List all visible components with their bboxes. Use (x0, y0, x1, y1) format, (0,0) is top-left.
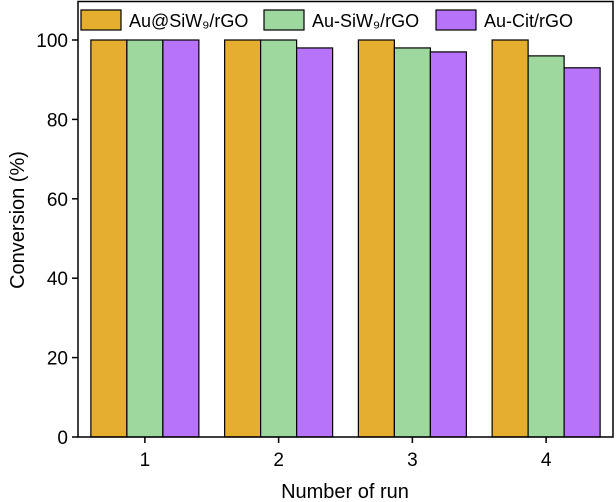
bar-1-3 (357, 39, 395, 438)
y-tick-label: 80 (47, 110, 68, 131)
legend-label: Au@SiW₉/rGO (129, 11, 248, 31)
x-tick-label: 4 (541, 450, 552, 471)
y-tick-label: 100 (36, 31, 68, 52)
x-tick-label: 1 (140, 450, 151, 471)
y-tick-label: 20 (47, 349, 68, 370)
y-axis: 0 20 40 60 80 100 (36, 31, 78, 449)
legend: Au@SiW₉/rGO Au-SiW₉/rGO Au-Cit/rGO (80, 9, 573, 31)
x-tick-label: 2 (273, 450, 284, 471)
bar-3-3 (429, 51, 467, 438)
legend-swatch (435, 9, 477, 31)
legend-swatch (80, 9, 122, 31)
plot-frame (77, 0, 614, 438)
bar-1-2 (224, 39, 262, 438)
bar-2-3 (393, 47, 431, 438)
bar-1-1 (90, 39, 128, 438)
bar-3-1 (162, 39, 200, 438)
bar-3-2 (296, 47, 334, 438)
y-tick-label: 40 (47, 269, 68, 290)
legend-swatch (263, 9, 305, 31)
x-axis-title: Number of run (281, 481, 409, 502)
y-tick-label: 60 (47, 190, 68, 211)
bar-2-4 (527, 55, 565, 438)
y-axis-title: Conversion (%) (7, 151, 29, 289)
bar-2-1 (126, 39, 164, 438)
bar-1-4 (491, 39, 529, 438)
y-tick-label: 0 (57, 428, 68, 449)
legend-label: Au-SiW₉/rGO (312, 11, 419, 31)
bars (90, 39, 601, 438)
x-axis: 1 2 3 4 (140, 437, 552, 471)
bar-2-2 (260, 39, 298, 438)
bar-3-4 (563, 67, 601, 438)
legend-label: Au-Cit/rGO (484, 11, 573, 31)
x-tick-label: 3 (407, 450, 418, 471)
